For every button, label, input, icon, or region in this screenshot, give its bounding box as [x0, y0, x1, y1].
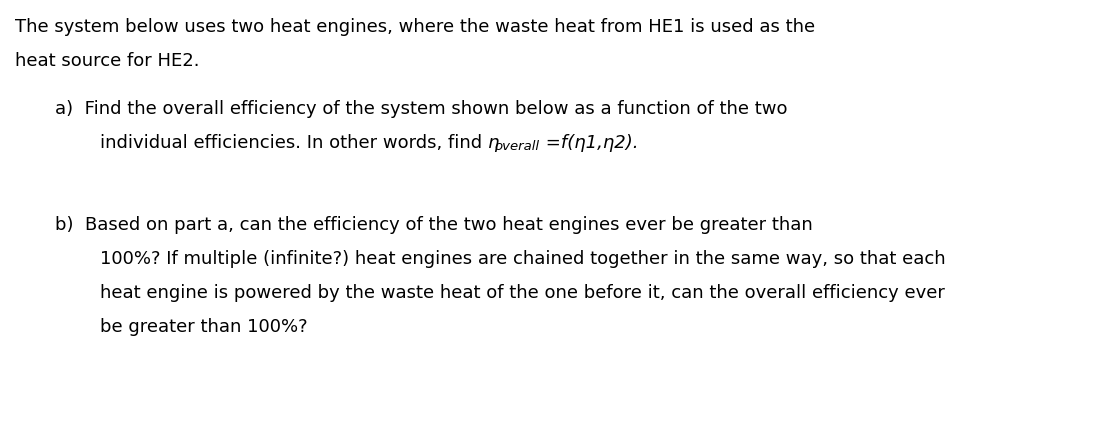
- Text: a)  Find the overall efficiency of the system shown below as a function of the t: a) Find the overall efficiency of the sy…: [55, 100, 787, 118]
- Text: =f(η1,η2).: =f(η1,η2).: [540, 134, 639, 152]
- Text: heat engine is powered by the waste heat of the one before it, can the overall e: heat engine is powered by the waste heat…: [100, 284, 945, 302]
- Text: be greater than 100%?: be greater than 100%?: [100, 318, 308, 336]
- Text: η: η: [488, 134, 499, 152]
- Text: individual efficiencies. In other words, find: individual efficiencies. In other words,…: [100, 134, 488, 152]
- Text: The system below uses two heat engines, where the waste heat from HE1 is used as: The system below uses two heat engines, …: [15, 18, 815, 36]
- Text: b)  Based on part a, can the efficiency of the two heat engines ever be greater : b) Based on part a, can the efficiency o…: [55, 216, 813, 234]
- Text: overall: overall: [495, 140, 540, 153]
- Text: heat source for HE2.: heat source for HE2.: [15, 52, 199, 70]
- Text: 100%? If multiple (infinite?) heat engines are chained together in the same way,: 100%? If multiple (infinite?) heat engin…: [100, 250, 945, 268]
